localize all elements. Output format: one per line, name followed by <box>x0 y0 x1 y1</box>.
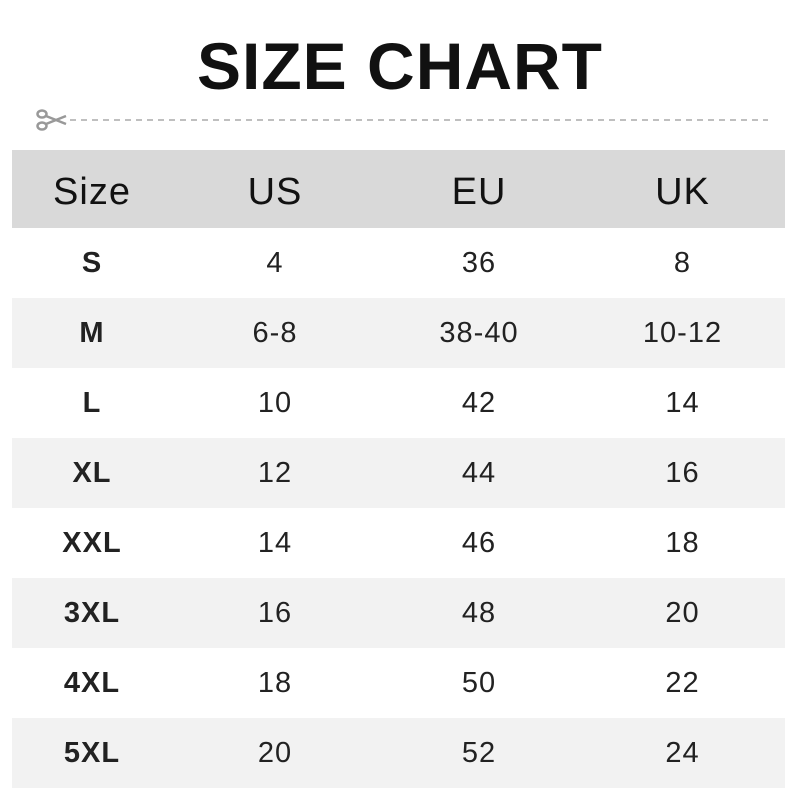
scissors-icon <box>36 109 67 131</box>
cell-size: L <box>82 386 102 419</box>
cell-uk: 20 <box>665 596 700 629</box>
table-row: M 6-8 38-40 10-12 <box>12 298 785 368</box>
table-header: Size US EU UK <box>12 150 785 228</box>
cell-uk: 24 <box>665 736 700 769</box>
cell-uk: 18 <box>665 526 700 559</box>
cell-eu: 46 <box>461 526 497 559</box>
cell-size: 5XL <box>63 736 121 769</box>
header-us: US <box>247 170 303 213</box>
cell-us: 14 <box>257 526 293 559</box>
page-title: SIZE CHART <box>197 29 603 103</box>
cell-eu: 38-40 <box>439 316 519 349</box>
cell-eu: 50 <box>461 666 497 699</box>
cell-size: XXL <box>62 526 122 559</box>
table-row: 4XL 18 50 22 <box>12 648 785 718</box>
cell-us: 12 <box>257 456 293 489</box>
table-row: XXL 14 46 18 <box>12 508 785 578</box>
cell-us: 10 <box>257 386 293 419</box>
header-size: Size <box>53 170 131 213</box>
cell-us: 18 <box>257 666 293 699</box>
cell-eu: 44 <box>461 456 497 489</box>
cell-us: 6-8 <box>252 316 298 349</box>
cell-eu: 42 <box>461 386 497 419</box>
cut-line <box>36 109 768 131</box>
cell-size: S <box>81 246 103 279</box>
cell-eu: 36 <box>461 246 497 279</box>
cell-eu: 52 <box>461 736 497 769</box>
cell-size: 4XL <box>63 666 121 699</box>
cell-us: 4 <box>266 246 284 279</box>
table-row: 3XL 16 48 20 <box>12 578 785 648</box>
cell-us: 16 <box>257 596 293 629</box>
size-table: Size US EU UK S 4 36 8 M 6-8 38-40 10-12 L 10 42 14… <box>12 150 785 788</box>
cell-eu: 48 <box>461 596 497 629</box>
cell-size: XL <box>72 456 112 489</box>
header-uk: UK <box>655 170 710 213</box>
cell-uk: 10-12 <box>642 316 723 349</box>
cell-uk: 14 <box>665 386 700 419</box>
cell-uk: 8 <box>673 246 692 279</box>
table-row: XL 12 44 16 <box>12 438 785 508</box>
table-row: 5XL 20 52 24 <box>12 718 785 788</box>
cell-uk: 22 <box>665 666 700 699</box>
cell-size: 3XL <box>63 596 121 629</box>
cell-us: 20 <box>257 736 293 769</box>
cell-uk: 16 <box>665 456 700 489</box>
header-eu: EU <box>451 170 507 213</box>
table-row: S 4 36 8 <box>12 228 785 298</box>
cell-size: M <box>79 316 105 349</box>
table-row: L 10 42 14 <box>12 368 785 438</box>
